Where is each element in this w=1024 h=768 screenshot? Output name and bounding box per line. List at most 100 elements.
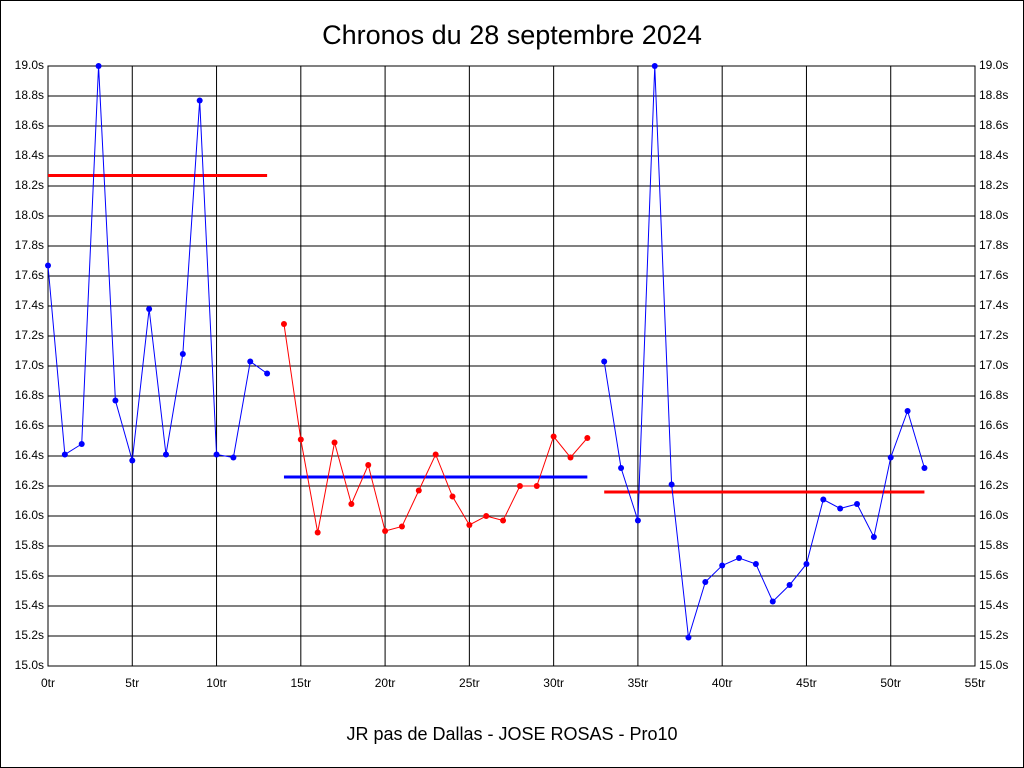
y2-tick-label: 16.0s [979,508,1008,522]
point [247,358,254,365]
point [365,462,372,468]
y-tick-label: 15.0s [15,658,44,672]
y-tick-label: 17.0s [15,358,44,372]
point [196,97,203,104]
y2-tick-label: 16.6s [979,418,1008,432]
point [904,408,911,414]
y2-tick-label: 17.4s [979,298,1008,312]
y2-tick-label: 18.4s [979,148,1008,162]
point [685,634,692,641]
point [280,321,287,327]
point [331,439,338,446]
point [348,501,355,507]
y2-tick-label: 16.4s [979,448,1008,462]
x-tick-label: 30tr [543,676,564,690]
point [584,435,591,441]
point [668,481,675,488]
series-line [603,65,925,638]
point [618,465,625,471]
point [854,501,861,507]
point [736,555,743,561]
point [719,562,726,569]
y2-tick-label: 17.0s [979,358,1008,372]
y2-tick-label: 15.0s [979,658,1008,672]
y-tick-label: 15.2s [15,628,44,642]
point [129,457,136,464]
x-tick-label: 20tr [375,676,396,690]
point [61,451,68,458]
y2-tick-label: 15.8s [979,538,1008,552]
y2-tick-label: 18.6s [979,118,1008,132]
point [264,370,271,377]
y-tick-label: 15.4s [15,598,44,612]
y2-tick-label: 15.2s [979,628,1008,642]
point [179,351,186,357]
point [449,493,456,500]
point [398,523,405,530]
y-tick-label: 17.4s [15,298,44,312]
x-tick-label: 0tr [41,676,55,690]
y-tick-label: 17.6s [15,268,44,282]
point [162,451,169,458]
point [837,505,844,512]
point [314,529,321,536]
point [516,483,523,489]
point [466,522,473,528]
point [921,465,928,471]
point [533,483,540,489]
y-tick-label: 18.2s [15,178,44,192]
point [415,487,422,494]
x-tick-label: 10tr [206,676,227,690]
point [432,451,439,458]
y2-tick-label: 17.8s [979,238,1008,252]
y-tick-label: 16.2s [15,478,44,492]
point [601,358,608,365]
point [382,528,389,534]
y-tick-label: 16.6s [15,418,44,432]
point [887,454,894,461]
point [820,496,827,503]
point [786,582,793,588]
y-tick-label: 19.0s [15,58,44,72]
plot-border [47,65,976,667]
point [95,63,102,69]
y2-tick-label: 16.2s [979,478,1008,492]
point [803,561,810,567]
point [230,454,237,461]
point [567,454,574,461]
y2-tick-label: 18.8s [979,88,1008,102]
point [870,534,877,540]
y-tick-label: 17.8s [15,238,44,252]
x-tick-label: 55tr [965,676,986,690]
chart-title: Chronos du 28 septembre 2024 [322,20,702,50]
y-tick-label: 16.8s [15,388,44,402]
y2-tick-label: 15.4s [979,598,1008,612]
point [634,517,641,524]
y-tick-label: 16.4s [15,448,44,462]
y-tick-label: 18.6s [15,118,44,132]
x-tick-label: 50tr [880,676,901,690]
y2-tick-label: 18.0s [979,208,1008,222]
y2-tick-label: 18.2s [979,178,1008,192]
point [483,513,490,519]
point [146,306,153,312]
point [78,441,85,447]
point [769,598,776,605]
x-tick-label: 25tr [459,676,480,690]
y-tick-label: 18.0s [15,208,44,222]
y2-tick-label: 17.2s [979,328,1008,342]
y2-tick-label: 17.6s [979,268,1008,282]
point [45,262,51,269]
y2-tick-label: 19.0s [979,58,1008,72]
point [752,561,759,567]
y-tick-label: 16.0s [15,508,44,522]
point [651,63,658,69]
x-tick-label: 45tr [796,676,817,690]
y2-tick-label: 16.8s [979,388,1008,402]
x-tick-label: 15tr [290,676,311,690]
y-tick-label: 18.8s [15,88,44,102]
point [500,517,507,524]
